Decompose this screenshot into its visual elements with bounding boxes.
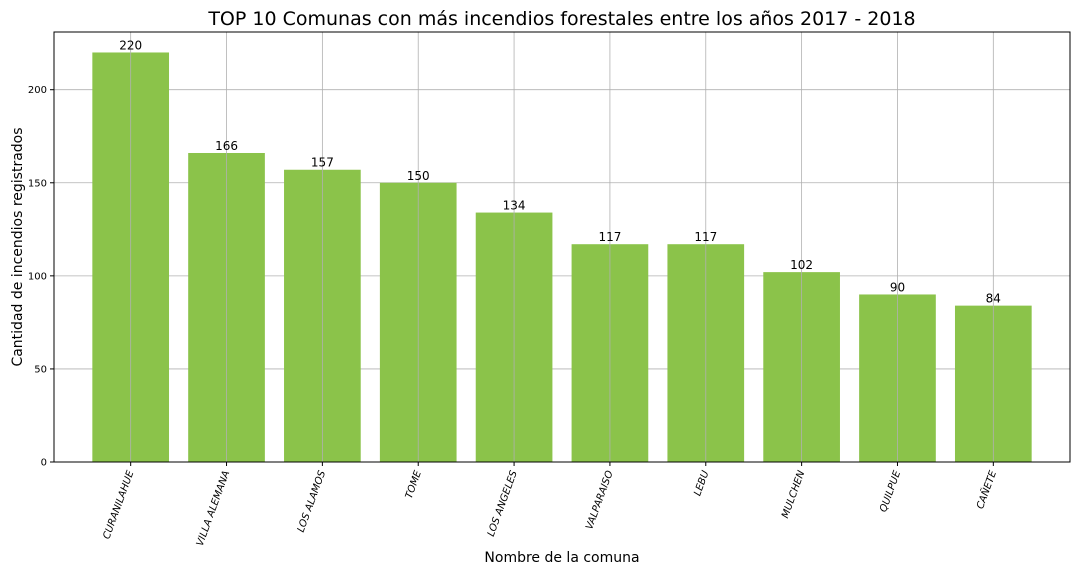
bar-value-label: 117 [598, 230, 621, 244]
bar-value-label: 102 [790, 258, 813, 272]
y-axis-label: Cantidad de incendios registrados [10, 127, 26, 366]
value-labels: 220 166 157 150 134 117 117 102 90 84 [119, 32, 1001, 462]
x-tick-label: LEBU [692, 469, 711, 498]
y-tick-label: 0 [41, 458, 47, 469]
x-tick-label: MULCHEN [780, 469, 808, 520]
y-tick-label: 50 [34, 364, 47, 375]
x-axis-label: Nombre de la comuna [484, 550, 639, 566]
bar-value-label: 220 [119, 38, 142, 52]
chart-title: TOP 10 Comunas con más incendios foresta… [207, 8, 915, 30]
plot-frame [53, 31, 1071, 463]
bar-value-label: 166 [215, 139, 238, 153]
bar-value-label: 84 [986, 292, 1001, 306]
y-tick-label: 200 [28, 85, 47, 96]
x-tick-label: LOS ANGELES [486, 469, 520, 538]
bar-value-label: 134 [503, 199, 526, 213]
y-tick-label: 100 [28, 271, 47, 282]
bar-value-label: 90 [890, 280, 905, 294]
y-axis-ticks: 0 50 100 150 200 [28, 85, 54, 469]
x-axis-ticks: CURANILAHUE VILLA ALEMANA LOS ALAMOS TOME LO… [102, 462, 999, 548]
bar-value-label: 150 [407, 169, 430, 183]
x-tick-label: TOME [404, 469, 424, 501]
bar-value-label: 157 [311, 156, 334, 170]
x-tick-label: CAÑETE [973, 468, 999, 511]
bar-value-label: 117 [694, 230, 717, 244]
y-tick-label: 150 [28, 178, 47, 189]
x-tick-label: QUILPUE [878, 469, 903, 514]
x-tick-label: VALPARAISO [584, 469, 616, 531]
x-tick-label: LOS ALAMOS [296, 469, 329, 534]
bars [92, 52, 1032, 463]
x-tick-label: CURANILAHUE [102, 469, 137, 541]
x-tick-label: VILLA ALEMANA [195, 469, 233, 548]
